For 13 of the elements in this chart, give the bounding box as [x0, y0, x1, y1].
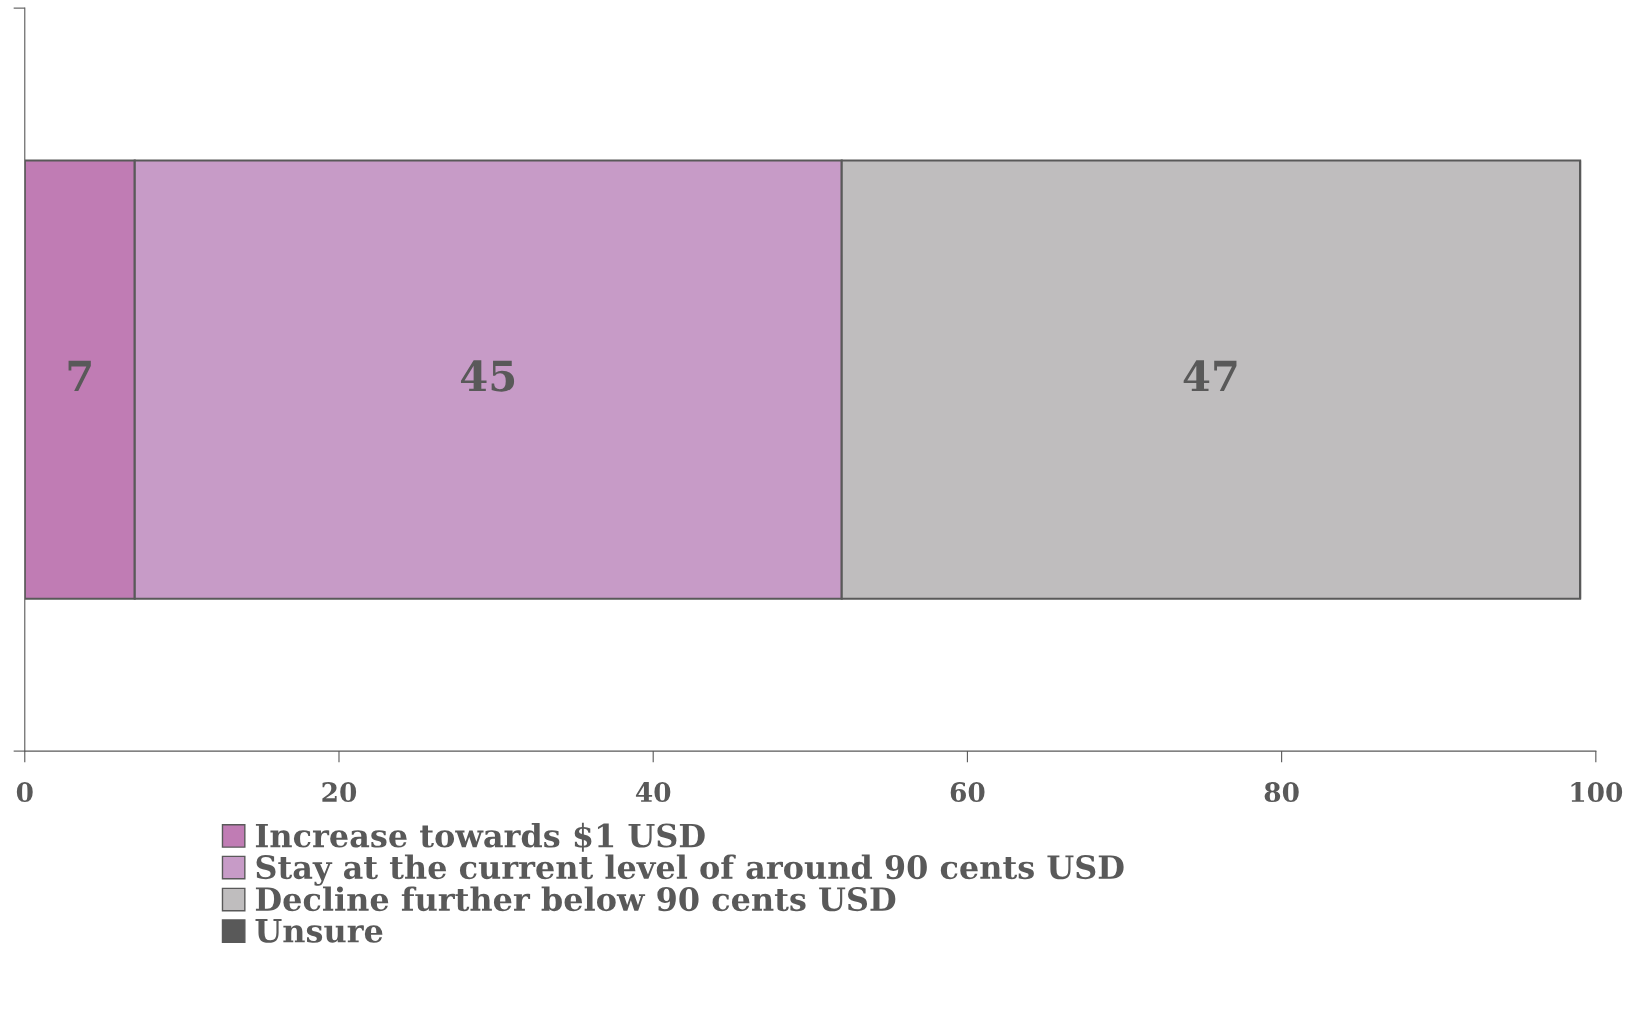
data-label: 47 [1183, 360, 1237, 392]
legend-label: Stay at the current level of around 90 cents USD [256, 854, 1124, 886]
legend-label: Increase towards $1 USD [255, 822, 705, 852]
legend-label: Decline further below 90 cents USD [255, 886, 896, 912]
x-tick-label: 0 [16, 782, 33, 803]
x-tick-label: 40 [635, 782, 671, 803]
x-tick-label: 60 [950, 782, 985, 803]
x-tick-label: 20 [322, 782, 357, 803]
data-label: 7 [68, 360, 91, 392]
x-tick-label: 80 [1264, 782, 1299, 803]
legend-label: Unsure [255, 919, 383, 943]
data-label: 45 [460, 360, 515, 392]
x-tick-label: 100 [1571, 782, 1623, 803]
